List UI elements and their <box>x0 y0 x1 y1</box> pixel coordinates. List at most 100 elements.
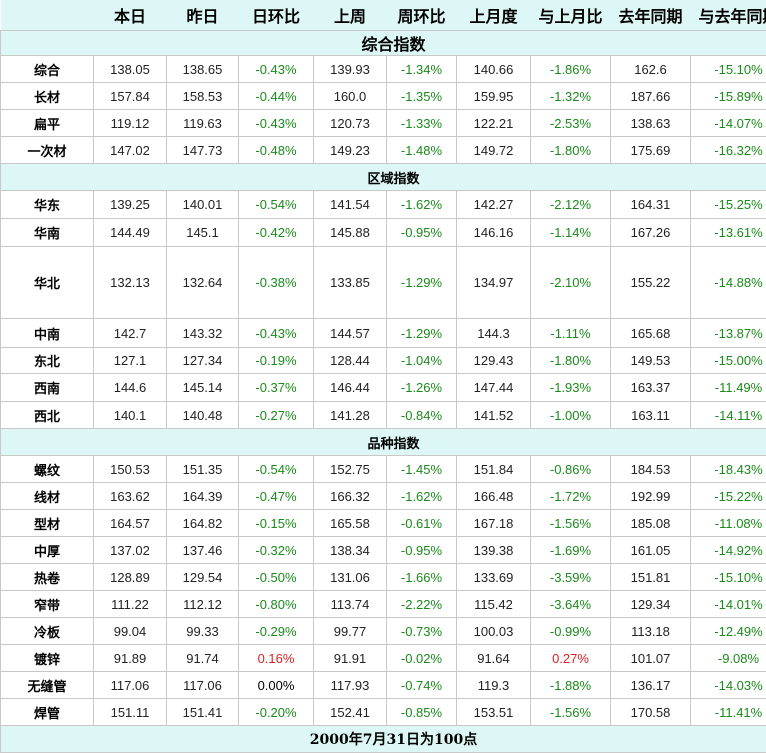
header-cell: 日环比 <box>239 0 314 31</box>
row-label: 镀锌 <box>1 645 94 672</box>
row-label: 扁平 <box>1 110 94 137</box>
cell-value: 91.89 <box>94 645 167 672</box>
cell-value: -1.32% <box>531 83 611 110</box>
cell-value: -1.62% <box>387 483 457 510</box>
cell-value: -0.95% <box>387 537 457 564</box>
cell-value: 140.48 <box>167 402 239 429</box>
cell-value: 127.1 <box>94 348 167 374</box>
row-label: 一次材 <box>1 137 94 164</box>
cell-value: 128.89 <box>94 564 167 591</box>
cell-value: 120.73 <box>314 110 387 137</box>
cell-value: -14.01% <box>691 591 766 618</box>
cell-value: -0.54% <box>239 191 314 219</box>
cell-value: 146.16 <box>457 219 531 247</box>
cell-value: 142.7 <box>94 319 167 348</box>
row-label: 华北 <box>1 247 94 319</box>
cell-value: 166.48 <box>457 483 531 510</box>
row-label: 热卷 <box>1 564 94 591</box>
header-cell: 周环比 <box>387 0 457 31</box>
cell-value: -3.59% <box>531 564 611 591</box>
header-cell: 上月度 <box>457 0 531 31</box>
cell-value: -0.50% <box>239 564 314 591</box>
cell-value: 147.73 <box>167 137 239 164</box>
cell-value: -0.27% <box>239 402 314 429</box>
cell-value: -13.61% <box>691 219 766 247</box>
cell-value: 133.69 <box>457 564 531 591</box>
cell-value: -1.04% <box>387 348 457 374</box>
cell-value: 117.06 <box>167 672 239 699</box>
cell-value: 117.93 <box>314 672 387 699</box>
cell-value: 145.1 <box>167 219 239 247</box>
cell-value: 155.22 <box>611 247 691 319</box>
cell-value: 158.53 <box>167 83 239 110</box>
footer-row: 2000年7月31日为100点 <box>1 726 766 753</box>
cell-value: -3.64% <box>531 591 611 618</box>
cell-value: 153.51 <box>457 699 531 726</box>
cell-value: 138.65 <box>167 56 239 83</box>
header-cell: 与去年同期 <box>691 0 766 31</box>
cell-value: -15.25% <box>691 191 766 219</box>
cell-value: 185.08 <box>611 510 691 537</box>
cell-value: 113.18 <box>611 618 691 645</box>
cell-value: -1.66% <box>387 564 457 591</box>
cell-value: 151.81 <box>611 564 691 591</box>
row-label: 中南 <box>1 319 94 348</box>
cell-value: 166.32 <box>314 483 387 510</box>
cell-value: -1.33% <box>387 110 457 137</box>
cell-value: 160.0 <box>314 83 387 110</box>
row-label: 西北 <box>1 402 94 429</box>
cell-value: 138.63 <box>611 110 691 137</box>
header-row: 本日 昨日 日环比 上周 周环比 上月度 与上月比 去年同期 与去年同期 <box>1 0 766 31</box>
cell-value: -2.53% <box>531 110 611 137</box>
cell-value: 157.84 <box>94 83 167 110</box>
cell-value: 0.16% <box>239 645 314 672</box>
cell-value: -15.00% <box>691 348 766 374</box>
row-label: 长材 <box>1 83 94 110</box>
cell-value: -0.32% <box>239 537 314 564</box>
cell-value: 149.23 <box>314 137 387 164</box>
cell-value: 137.02 <box>94 537 167 564</box>
cell-value: 140.01 <box>167 191 239 219</box>
row-label: 型材 <box>1 510 94 537</box>
cell-value: 147.02 <box>94 137 167 164</box>
cell-value: 119.3 <box>457 672 531 699</box>
cell-value: -16.32% <box>691 137 766 164</box>
cell-value: 117.06 <box>94 672 167 699</box>
cell-value: -11.08% <box>691 510 766 537</box>
cell-value: -0.54% <box>239 456 314 483</box>
cell-value: 184.53 <box>611 456 691 483</box>
cell-value: 138.34 <box>314 537 387 564</box>
cell-value: -15.10% <box>691 56 766 83</box>
header-cell: 昨日 <box>167 0 239 31</box>
cell-value: 165.68 <box>611 319 691 348</box>
cell-value: 140.66 <box>457 56 531 83</box>
cell-value: -11.41% <box>691 699 766 726</box>
base-date-note: 2000年7月31日为100点 <box>1 726 766 753</box>
cell-value: 100.03 <box>457 618 531 645</box>
cell-value: 129.43 <box>457 348 531 374</box>
cell-value: 91.91 <box>314 645 387 672</box>
cell-value: 134.97 <box>457 247 531 319</box>
cell-value: -11.49% <box>691 374 766 402</box>
cell-value: -0.29% <box>239 618 314 645</box>
cell-value: 91.64 <box>457 645 531 672</box>
cell-value: -0.74% <box>387 672 457 699</box>
cell-value: 115.42 <box>457 591 531 618</box>
cell-value: 144.3 <box>457 319 531 348</box>
cell-value: -1.80% <box>531 137 611 164</box>
section-title: 区域指数 <box>1 164 766 191</box>
cell-value: 167.18 <box>457 510 531 537</box>
cell-value: 99.77 <box>314 618 387 645</box>
cell-value: -15.10% <box>691 564 766 591</box>
cell-value: -1.69% <box>531 537 611 564</box>
cell-value: 187.66 <box>611 83 691 110</box>
cell-value: -1.11% <box>531 319 611 348</box>
